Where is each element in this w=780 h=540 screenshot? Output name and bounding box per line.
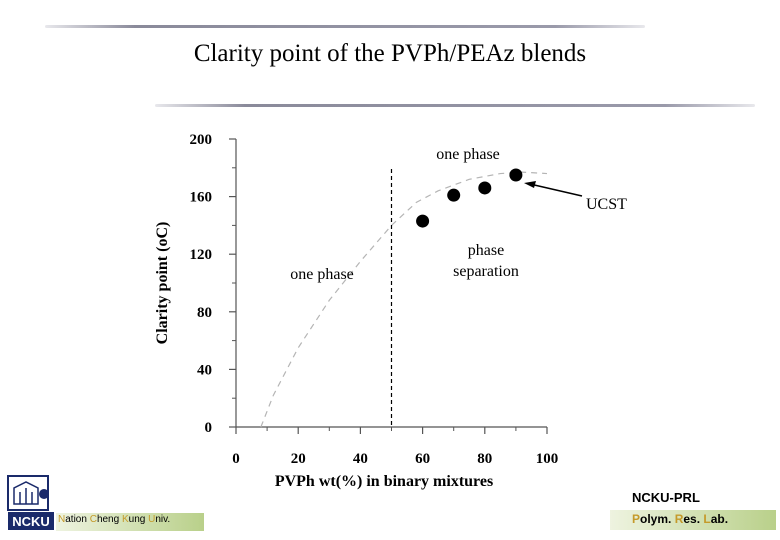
annotation-one-phase-left: one phase [290,266,354,283]
ucst-arrowhead [524,181,536,188]
x-tick-label: 100 [536,451,559,467]
university-banner [56,513,204,531]
data-point [447,188,461,202]
data-points [416,168,523,228]
slide-title: Clarity point of the PVPh/PEAz blends [193,40,587,67]
ncku-logo-text: NCKU [12,514,50,529]
x-tick-label: 0 [232,451,240,467]
x-tick-label: 80 [477,451,492,467]
data-point [416,214,430,228]
x-axis-title: PVPh wt(%) in binary mixtures [275,473,493,490]
lab-banner [610,510,776,530]
y-tick-label: 40 [197,362,212,378]
y-axis-title: Clarity point (oC) [154,222,171,345]
ucst-arrow [529,183,583,197]
annotation-separation: separation [453,263,519,280]
lab-name: Polym. Res. Lab. [632,512,729,526]
ncku-logo: NCKU [7,475,54,530]
x-tick-label: 20 [291,451,306,467]
y-tick-label: 120 [190,247,213,263]
y-tick-label: 200 [190,132,213,148]
lab-title: NCKU-PRL [632,490,700,505]
fit-curve [260,171,548,428]
top-divider [45,25,645,28]
x-tick-label: 40 [353,451,368,467]
data-point [509,168,523,182]
x-tick-label: 60 [415,451,430,467]
y-tick-label: 0 [205,420,213,436]
annotation-one-phase-top: one phase [436,146,500,163]
y-tick-label: 80 [197,305,212,321]
university-name: Nation Cheng Kung Univ. [58,514,171,525]
y-tick-label: 160 [190,190,213,206]
data-point [478,181,492,195]
chart-ticks: 0 20 40 60 80 100 0 40 80 120 160 200 [190,132,559,467]
title-underline [155,104,755,107]
annotation-ucst: UCST [586,196,627,213]
annotation-phase: phase [468,242,504,259]
